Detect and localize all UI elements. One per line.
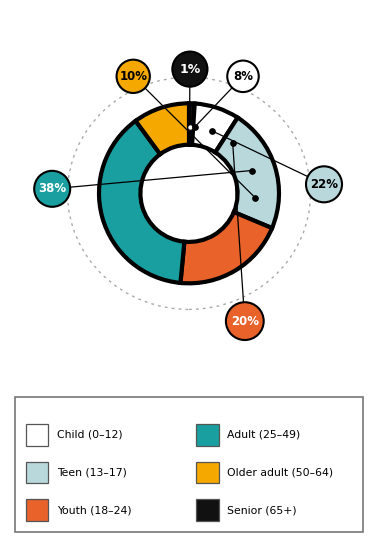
Text: Child (0–12): Child (0–12) bbox=[57, 430, 122, 440]
Circle shape bbox=[172, 52, 208, 86]
Text: 10%: 10% bbox=[119, 70, 147, 83]
Text: Youth (18–24): Youth (18–24) bbox=[57, 505, 132, 515]
Text: Adult (25–49): Adult (25–49) bbox=[227, 430, 301, 440]
Text: Teen (13–17): Teen (13–17) bbox=[57, 468, 127, 477]
Text: 22%: 22% bbox=[310, 178, 338, 191]
Wedge shape bbox=[215, 118, 279, 228]
Wedge shape bbox=[180, 212, 272, 284]
Text: 8%: 8% bbox=[233, 70, 253, 83]
FancyBboxPatch shape bbox=[26, 499, 48, 521]
FancyBboxPatch shape bbox=[196, 499, 218, 521]
Text: Older adult (50–64): Older adult (50–64) bbox=[227, 468, 333, 477]
Wedge shape bbox=[136, 103, 189, 154]
Text: Senior (65+): Senior (65+) bbox=[227, 505, 297, 515]
FancyBboxPatch shape bbox=[196, 462, 218, 483]
Wedge shape bbox=[192, 104, 238, 153]
Wedge shape bbox=[189, 103, 195, 145]
Circle shape bbox=[226, 302, 264, 340]
Text: 1%: 1% bbox=[179, 63, 200, 76]
Circle shape bbox=[306, 166, 342, 202]
FancyBboxPatch shape bbox=[196, 424, 218, 446]
Circle shape bbox=[227, 61, 259, 92]
FancyBboxPatch shape bbox=[26, 424, 48, 446]
Text: 38%: 38% bbox=[38, 183, 66, 195]
Text: 20%: 20% bbox=[231, 315, 259, 328]
Circle shape bbox=[116, 60, 150, 93]
FancyBboxPatch shape bbox=[15, 397, 363, 532]
FancyBboxPatch shape bbox=[26, 462, 48, 483]
Circle shape bbox=[34, 171, 70, 207]
Wedge shape bbox=[99, 121, 184, 283]
